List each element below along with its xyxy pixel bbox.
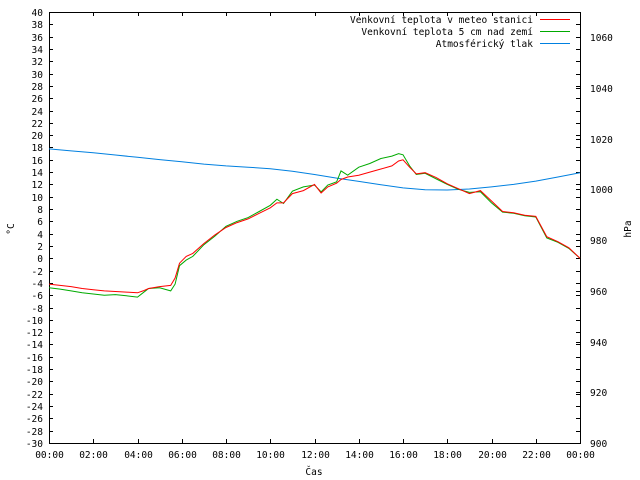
- y-left-tick-label: 10: [32, 193, 44, 204]
- y-right-tick-label: 1020: [590, 135, 613, 146]
- y-left-tick-label: 38: [32, 20, 44, 31]
- y-left-tick-label: 24: [32, 107, 44, 118]
- y-right-tick-label: 900: [590, 439, 607, 450]
- series-line-2: [48, 148, 581, 191]
- y-left-tick-label: -18: [26, 365, 43, 376]
- y-left-tick-label: -4: [32, 279, 44, 290]
- y-left-tick-label: 18: [32, 143, 44, 154]
- x-tick-label: 08:00: [212, 450, 241, 461]
- x-tick-label: 20:00: [478, 450, 507, 461]
- x-tick-label: 14:00: [345, 450, 374, 461]
- x-tick-label: 16:00: [389, 450, 418, 461]
- legend-label-1: Venkovní teplota 5 cm nad zemí: [361, 27, 533, 38]
- y-right-tick-label: 1000: [590, 185, 613, 196]
- y-left-tick-label: -8: [32, 304, 44, 315]
- x-tick-label: 18:00: [433, 450, 462, 461]
- y-left-tick-label: -14: [26, 340, 43, 351]
- y-left-tick-label: -2: [32, 267, 43, 278]
- y-left-tick-label: 30: [32, 70, 44, 81]
- y-axis-right-label: hPa: [623, 220, 634, 237]
- y-left-tick-label: 40: [32, 8, 44, 19]
- y-left-tick-label: -22: [26, 390, 43, 401]
- y-left-tick-label: 28: [32, 82, 44, 93]
- x-axis-label: Čas: [305, 466, 322, 478]
- x-tick-label: 00:00: [566, 450, 595, 461]
- y-right-tick-label: 1060: [590, 33, 613, 44]
- y-left-tick-label: 32: [32, 57, 43, 68]
- y-left-tick-label: -30: [26, 439, 43, 450]
- y-left-tick-label: 26: [32, 94, 44, 105]
- y-left-tick-label: 12: [32, 180, 43, 191]
- x-tick-label: 10:00: [256, 450, 285, 461]
- y-left-tick-label: 14: [32, 168, 44, 179]
- y-left-tick-label: 0: [37, 254, 43, 265]
- legend-label-0: Venkovní teplota v meteo stanici: [350, 15, 533, 26]
- x-tick-label: 22:00: [522, 450, 551, 461]
- y-right-tick-label: 940: [590, 338, 607, 349]
- series-line-0: [48, 159, 581, 294]
- y-left-tick-label: -20: [26, 377, 43, 388]
- y-right-tick-label: 1040: [590, 84, 613, 95]
- x-tick-label: 04:00: [124, 450, 153, 461]
- y-right-tick-label: 980: [590, 236, 607, 247]
- y-left-tick-label: 4: [37, 230, 43, 241]
- y-right-tick-label: 960: [590, 287, 607, 298]
- y-left-tick-label: 2: [37, 242, 43, 253]
- y-left-tick-label: 6: [37, 217, 43, 228]
- y-left-tick-label: -24: [26, 402, 43, 413]
- y-left-tick-label: -6: [32, 291, 44, 302]
- y-left-tick-label: -10: [26, 316, 43, 327]
- y-right-tick-label: 920: [590, 388, 607, 399]
- y-left-tick-label: 36: [32, 33, 44, 44]
- x-tick-label: 12:00: [301, 450, 330, 461]
- y-left-tick-label: 8: [37, 205, 43, 216]
- x-tick-label: 02:00: [79, 450, 108, 461]
- y-left-tick-label: -12: [26, 328, 43, 339]
- y-left-tick-label: 22: [32, 119, 43, 130]
- legend-label-2: Atmosférický tlak: [436, 39, 534, 50]
- y-left-tick-label: 20: [32, 131, 44, 142]
- y-left-tick-label: -28: [26, 427, 43, 438]
- x-tick-label: 00:00: [35, 450, 64, 461]
- y-left-tick-label: 34: [32, 45, 44, 56]
- y-left-tick-label: -16: [26, 353, 43, 364]
- y-axis-left-label: °C: [6, 223, 17, 234]
- x-tick-label: 06:00: [168, 450, 197, 461]
- y-left-tick-label: -26: [26, 414, 43, 425]
- y-left-tick-label: 16: [32, 156, 44, 167]
